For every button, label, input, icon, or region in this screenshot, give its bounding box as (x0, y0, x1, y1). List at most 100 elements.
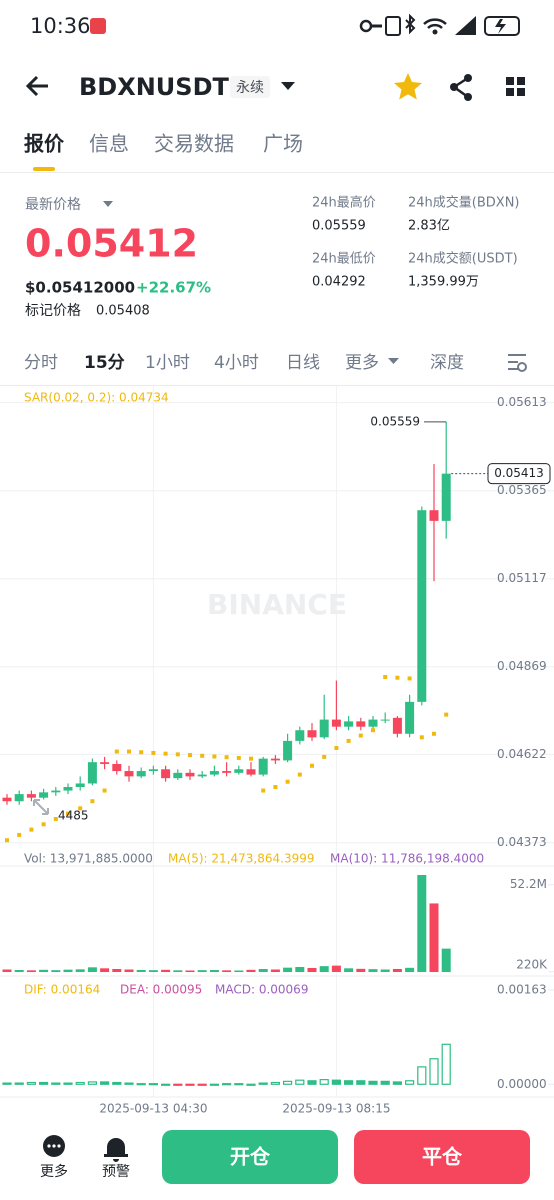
sar-label: SAR(0.02, 0.2): 0.04734 (24, 391, 169, 405)
macd-bar (222, 1083, 232, 1086)
macd-bar (283, 1080, 293, 1085)
sar-dot (29, 827, 34, 832)
volume-bar (75, 969, 85, 972)
volume-bar (136, 969, 146, 972)
mark-price-label: 标记价格 (25, 303, 81, 319)
sar-dot (41, 822, 46, 827)
open-button-label[interactable]: 开仓 (230, 1145, 271, 1169)
volume-label: Vol: 13,971,885.0000 (24, 852, 153, 866)
tab[interactable]: 信息 (89, 132, 129, 156)
sar-dot (66, 811, 70, 816)
interval-tab[interactable]: 分时 (24, 353, 58, 373)
volume-bar (356, 968, 366, 972)
x-tick-label: 2025-09-13 08:15 (282, 1102, 390, 1116)
volume-bar (124, 969, 134, 972)
alert-icon[interactable] (104, 1138, 128, 1162)
sar-dot (419, 735, 424, 740)
macd-bar (136, 1083, 146, 1086)
tab[interactable]: 交易数据 (154, 132, 234, 156)
price-dropdown[interactable] (103, 201, 113, 207)
stat-value: 1,359.99万 (408, 275, 479, 290)
interval-tab[interactable]: 深度 (430, 353, 464, 373)
sar-dot (151, 750, 156, 755)
more-dropdown[interactable] (388, 358, 399, 364)
sar-dot (273, 785, 278, 790)
volume-label: MA(10): 11,786,198.4000 (330, 852, 484, 866)
stat-label: 24h成交额(USDT) (408, 251, 518, 267)
macd-bar (417, 1066, 427, 1085)
candle-body (197, 774, 207, 777)
volume-bar (148, 970, 158, 972)
sar-dot (236, 755, 241, 760)
interval-tab[interactable]: 4小时 (214, 353, 259, 373)
close-button[interactable] (354, 1130, 530, 1184)
tab[interactable]: 广场 (263, 132, 303, 156)
sar-dot (102, 788, 107, 793)
expand-icon[interactable] (33, 799, 49, 815)
high-label: 0.05559 (370, 414, 420, 428)
stat-label: 24h最高价 (312, 195, 376, 211)
symbol-dropdown[interactable] (281, 82, 295, 90)
grid-menu[interactable] (506, 77, 525, 96)
symbol: BDXNUSDT (79, 73, 230, 101)
back-button[interactable] (25, 75, 48, 97)
stat-label: 24h最低价 (312, 252, 376, 267)
close-button-label[interactable]: 平仓 (422, 1145, 463, 1169)
sar-dot (17, 832, 22, 837)
chart-settings[interactable] (508, 354, 527, 372)
last-price-label: 0.05413 (494, 466, 544, 480)
stat-value: 2.83亿 (408, 219, 450, 234)
sar-dot (310, 763, 314, 768)
tab[interactable]: 报价 (24, 132, 65, 156)
candle-body (405, 701, 415, 734)
notification-icon (90, 18, 106, 34)
volume-bar (26, 970, 36, 972)
interval-tab[interactable]: 15分 (84, 353, 125, 373)
sar-dot (163, 751, 168, 756)
active-tab-indicator (33, 167, 55, 171)
volume-bar (405, 967, 415, 972)
open-button[interactable] (162, 1130, 338, 1184)
macd-label: DEA: 0.00095 (120, 983, 202, 997)
interval-tab[interactable]: 1小时 (145, 353, 190, 373)
volume-bar (417, 875, 427, 972)
macd-bar (307, 1080, 317, 1085)
sar-dot (395, 675, 400, 680)
volume-bar (100, 968, 110, 972)
candle-body (124, 771, 134, 777)
macd-bar (429, 1058, 439, 1085)
sar-dot (285, 779, 290, 784)
share-button[interactable] (450, 74, 472, 101)
alert-label[interactable]: 预警 (102, 1164, 130, 1180)
macd-bar (209, 1083, 219, 1086)
macd-label: MACD: 0.00069 (215, 983, 308, 997)
volume-bar (283, 967, 293, 972)
usd-price: $0.05412000 (25, 279, 135, 297)
macd-bar (148, 1083, 158, 1086)
y-tick-label: 0.05117 (497, 571, 547, 585)
sar-dot (346, 738, 351, 743)
y-tick-label: 0.04869 (497, 659, 547, 673)
macd-bar (197, 1083, 207, 1086)
candle-body (246, 769, 256, 775)
macd-bar (319, 1079, 329, 1085)
watermark: BINANCE (207, 588, 347, 621)
interval-tab[interactable]: 更多 (345, 353, 379, 373)
more-label[interactable]: 更多 (40, 1163, 68, 1180)
tag-bg (230, 76, 270, 98)
volume-bar (197, 970, 207, 972)
macd-bar (173, 1083, 183, 1086)
sar-dot (114, 749, 119, 754)
candle-body (417, 510, 427, 702)
y-tick-label: 0.05365 (497, 483, 547, 497)
candle-body (75, 783, 85, 788)
volume-bar (246, 969, 256, 972)
macd-bar (51, 1082, 61, 1085)
macd-bar (161, 1083, 171, 1086)
interval-tab[interactable]: 日线 (286, 353, 320, 373)
favorite-star[interactable] (394, 73, 422, 100)
contract-tag: 永续 (236, 79, 264, 96)
macd-tick-label: 0.00000 (497, 1077, 547, 1091)
candle-body (295, 730, 305, 741)
macd-bar (2, 1082, 12, 1085)
